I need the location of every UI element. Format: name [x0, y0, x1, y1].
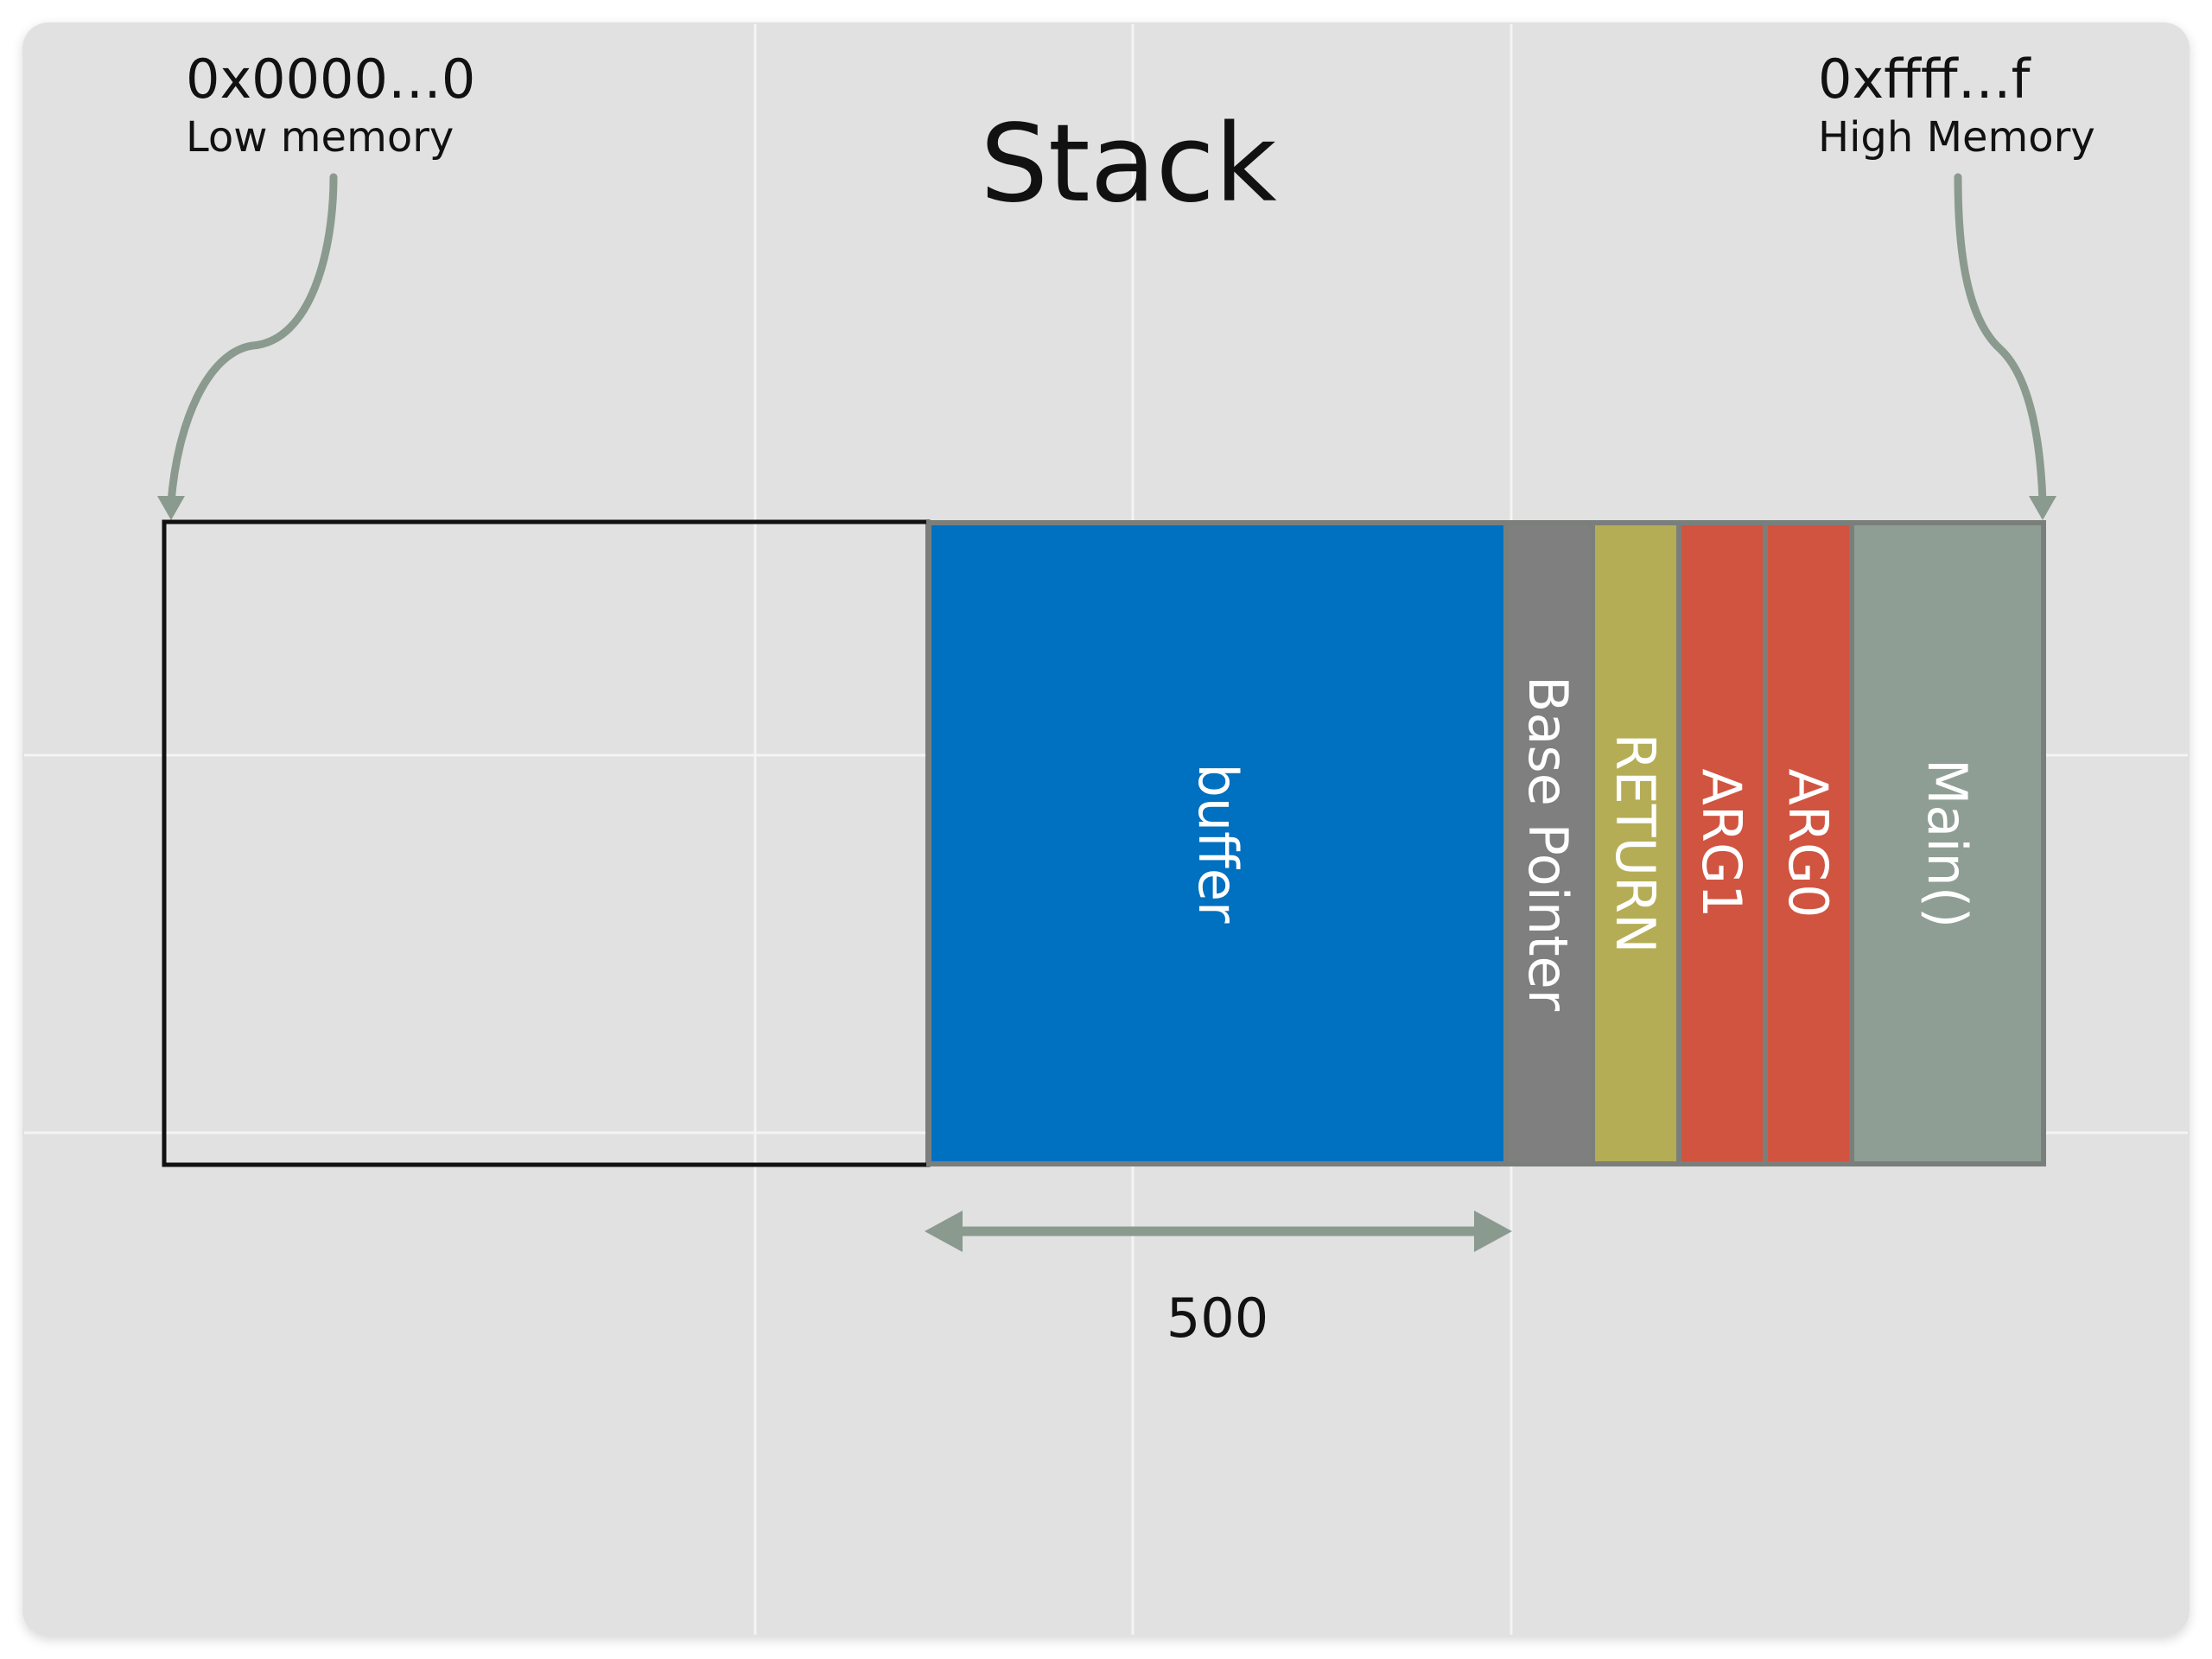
- low-memory-arrow: [157, 173, 338, 520]
- segment-arg0: ARG0: [1768, 525, 1849, 1161]
- main-block: [1854, 525, 2041, 1161]
- high-memory-arrow: [1954, 173, 2056, 520]
- segment-return: RETURN: [1595, 525, 1676, 1161]
- high-memory-label: High Memory: [1818, 113, 2095, 162]
- stack-segments: buffer Base Pointer RETURN ARG1 ARG0 Mai…: [931, 525, 2041, 1161]
- arg0-block: [1768, 525, 1849, 1161]
- segment-base-pointer: Base Pointer: [1509, 525, 1590, 1161]
- arg0-label: ARG0: [1777, 769, 1840, 918]
- segment-buffer: buffer: [931, 525, 1503, 1161]
- diagram-title: Stack: [980, 102, 1276, 226]
- high-address-label: 0xffff…f: [1818, 48, 2032, 111]
- low-address-label: 0x0000…0: [186, 48, 475, 111]
- segment-arg1: ARG1: [1681, 525, 1763, 1161]
- buffer-size-label: 500: [1166, 1287, 1268, 1350]
- arg1-label: ARG1: [1690, 769, 1753, 918]
- return-block: [1595, 525, 1676, 1161]
- buffer-size-arrow: [925, 1211, 1512, 1252]
- base-pointer-label: Base Pointer: [1516, 676, 1580, 1012]
- buffer-block: [931, 525, 1503, 1161]
- low-memory-label: Low memory: [186, 113, 454, 162]
- buffer-label: buffer: [1186, 763, 1249, 924]
- main-label: Main(): [1916, 759, 1979, 928]
- arg1-block: [1681, 525, 1763, 1161]
- return-label: RETURN: [1604, 734, 1667, 954]
- segment-main: Main(): [1854, 525, 2041, 1161]
- base-pointer-block: [1509, 525, 1590, 1161]
